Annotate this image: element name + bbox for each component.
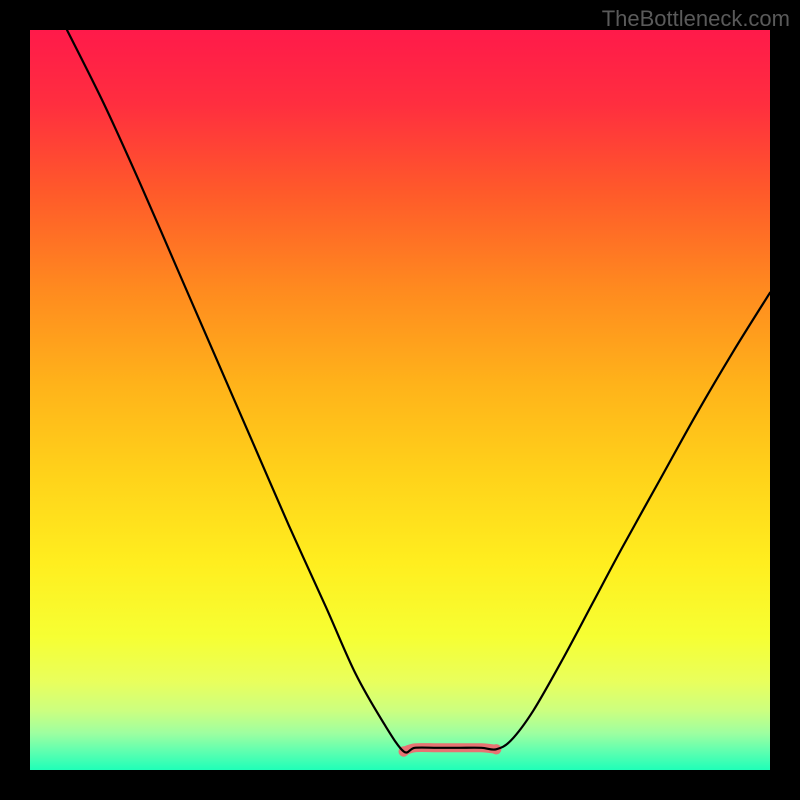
watermark-text: TheBottleneck.com [602,6,790,32]
chart-frame: TheBottleneck.com [0,0,800,800]
bottleneck-curve [67,30,770,753]
plot-area [30,30,770,770]
curve-layer [30,30,770,770]
